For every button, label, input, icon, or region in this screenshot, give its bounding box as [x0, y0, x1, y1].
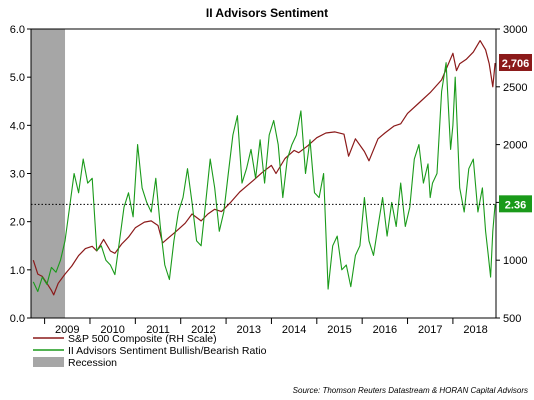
sentiment-value-badge-label: 2.36	[505, 199, 526, 211]
sentiment-value-badge-box	[499, 195, 532, 213]
sp500-value-badge-box	[499, 53, 532, 71]
right-tick-label: 3000	[503, 24, 527, 36]
x-tick-label: 2011	[146, 324, 170, 336]
legend-label: Recession	[68, 357, 117, 369]
left-axis: 0.0 1.0 2.0 3.0 4.0 5.0 6.0	[10, 24, 31, 325]
plot-area	[30, 28, 497, 319]
legend-swatch	[33, 357, 64, 367]
right-tick-label: 1000	[503, 255, 527, 267]
sp500-value-badge-label: 2,706	[502, 58, 530, 70]
legend: S&P 500 Composite (RH Scale)II Advisors …	[33, 333, 267, 369]
left-tick-label: 6.0	[10, 24, 25, 36]
x-tick-label: 2009	[55, 324, 79, 336]
x-tick-label: 2014	[282, 324, 306, 336]
left-tick-label: 3.0	[10, 169, 25, 181]
legend-label: S&P 500 Composite (RH Scale)	[68, 333, 217, 345]
x-tick-label: 2018	[463, 324, 487, 336]
x-tick-label: 2015	[327, 324, 351, 336]
legend-label: II Advisors Sentiment Bullish/Bearish Ra…	[68, 345, 267, 357]
x-axis: 2009 2010 2011 2012 2013 2014 2015 2016 2017 2018	[44, 318, 488, 336]
left-tick-label: 5.0	[10, 72, 25, 84]
right-tick-label: 2500	[503, 82, 527, 94]
left-tick-label: 1.0	[10, 265, 25, 277]
source-note: Source: Thomson Reuters Datastream & HOR…	[293, 386, 528, 395]
x-tick-label: 2017	[418, 324, 442, 336]
right-tick-label: 500	[503, 313, 521, 325]
x-tick-label: 2012	[191, 324, 215, 336]
x-tick-label: 2013	[237, 324, 261, 336]
recession-band	[31, 29, 66, 318]
sp500-line	[32, 39, 496, 296]
left-tick-label: 0.0	[10, 313, 25, 325]
x-tick-label: 2010	[100, 324, 124, 336]
x-tick-label: 2016	[373, 324, 397, 336]
right-tick-label: 2000	[503, 140, 527, 152]
sentiment-line	[32, 62, 496, 293]
chart-title: II Advisors Sentiment	[206, 6, 328, 20]
left-tick-label: 2.0	[10, 217, 25, 229]
left-tick-label: 4.0	[10, 120, 25, 132]
